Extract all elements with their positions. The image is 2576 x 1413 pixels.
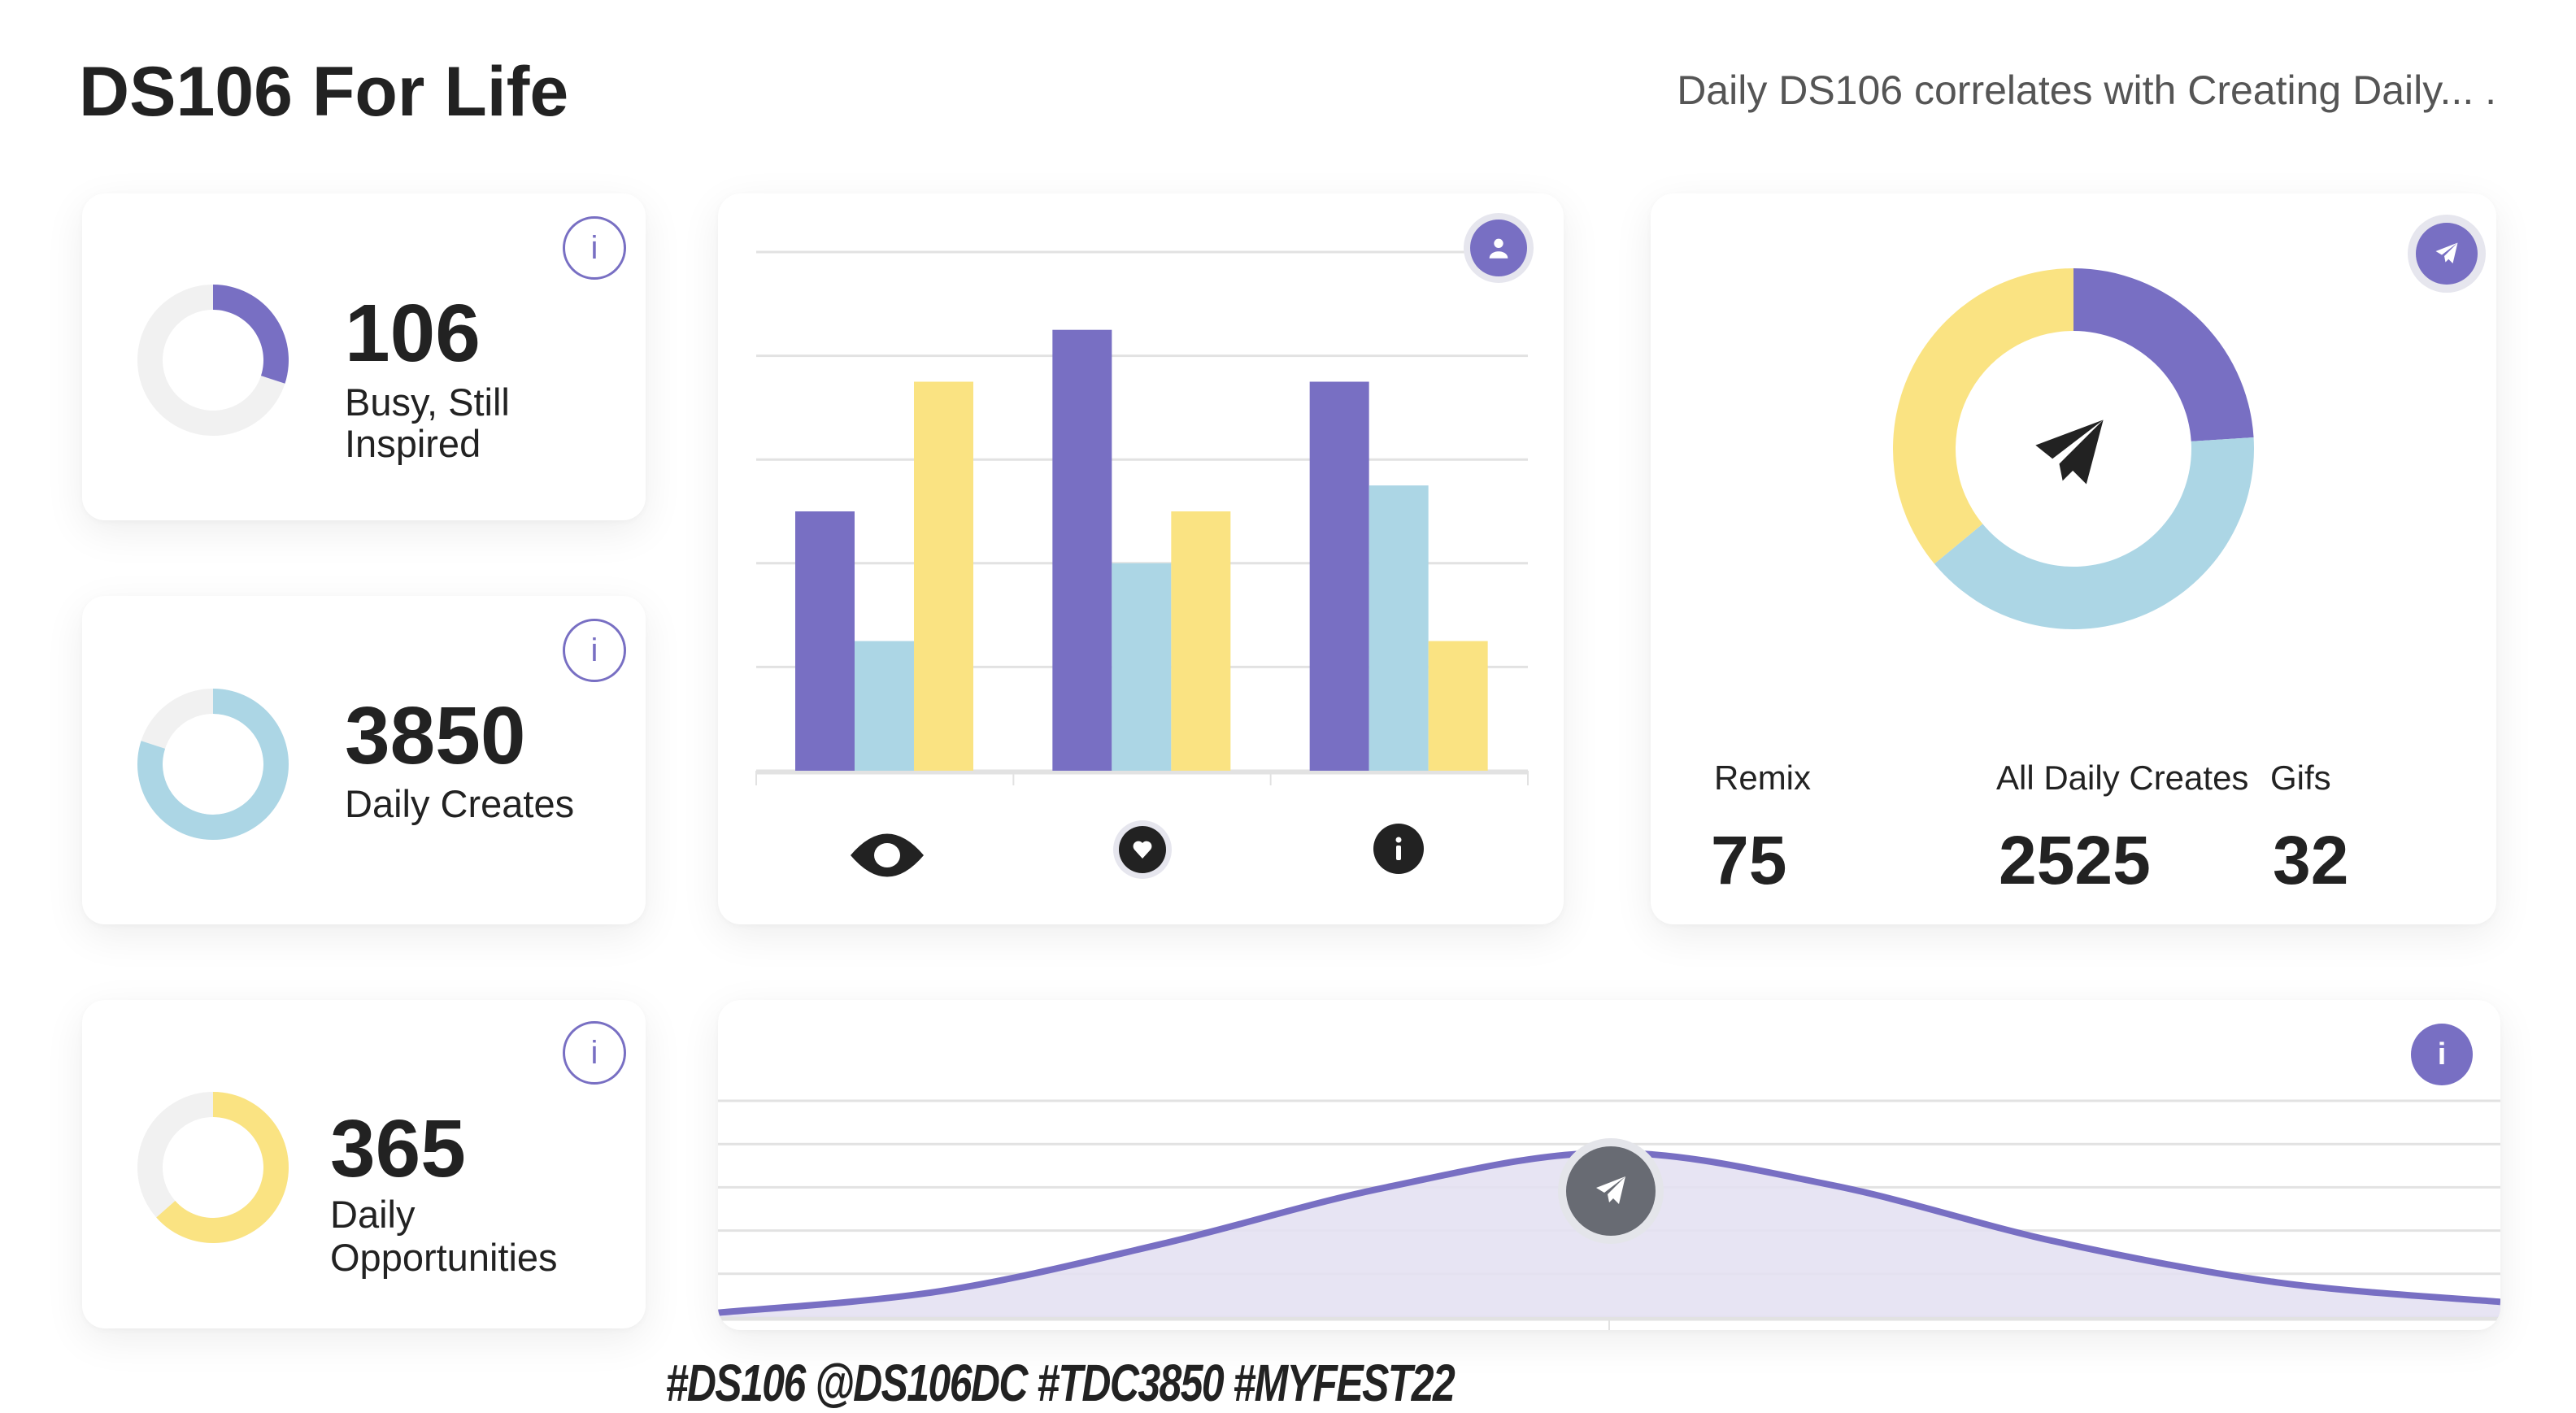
hashtags: #DS106 @DS106DC #TDC3850 #MYFEST22 bbox=[665, 1354, 1456, 1412]
bar-blue bbox=[855, 641, 914, 771]
stat-value: 3850 bbox=[345, 690, 526, 781]
stat-value: 32 bbox=[2273, 822, 2349, 898]
donut-progress bbox=[156, 1092, 289, 1243]
donut-slice-yellow bbox=[1893, 268, 2073, 564]
stat-label: All Daily Creates bbox=[1996, 759, 2249, 797]
paper-plane-icon bbox=[1566, 1146, 1656, 1236]
paper-plane-icon bbox=[2029, 413, 2110, 498]
peak-marker[interactable] bbox=[1558, 1138, 1664, 1244]
stat-label: Daily bbox=[330, 1193, 416, 1236]
info-icon[interactable]: i bbox=[563, 619, 626, 682]
donut-progress bbox=[213, 285, 289, 384]
bar-chart bbox=[755, 250, 1529, 785]
bar-purple bbox=[1052, 329, 1112, 771]
bar-yellow bbox=[1428, 641, 1488, 771]
bar-blue bbox=[1112, 563, 1172, 771]
bar-chart-card bbox=[718, 193, 1564, 924]
user-icon bbox=[1470, 220, 1527, 276]
summary-donut bbox=[1893, 268, 2254, 629]
bar-purple bbox=[1309, 381, 1369, 771]
heart-icon[interactable] bbox=[1113, 820, 1172, 883]
stat-label: Daily Creates bbox=[345, 782, 575, 825]
bar-yellow bbox=[1171, 511, 1231, 771]
stat-card-daily-creates: 3850 Daily Creates i bbox=[82, 596, 646, 924]
stat-label: Busy, Still bbox=[345, 380, 510, 424]
info-icon[interactable] bbox=[1373, 823, 1425, 879]
stat-label: Remix bbox=[1714, 759, 1812, 797]
summary-card: Remix 75 All Daily Creates 2525 Gifs 32 bbox=[1651, 193, 2496, 924]
stat-label: Opportunities bbox=[330, 1236, 558, 1279]
info-icon[interactable]: i bbox=[563, 216, 626, 280]
user-button[interactable] bbox=[1464, 213, 1534, 283]
paper-plane-icon bbox=[2416, 223, 2478, 285]
progress-donut bbox=[137, 285, 289, 436]
progress-donut bbox=[137, 689, 289, 840]
area-chart-card: i bbox=[718, 1000, 2500, 1330]
stat-value: 2525 bbox=[1999, 822, 2151, 898]
stat-card-busy: 106 Busy, Still Inspired i bbox=[82, 193, 646, 520]
stat-value: 106 bbox=[345, 288, 481, 379]
stat-label: Inspired bbox=[345, 422, 481, 465]
stat-value: 365 bbox=[330, 1103, 466, 1194]
page-subtitle: Daily DS106 correlates with Creating Dai… bbox=[1677, 67, 2496, 113]
info-icon[interactable]: i bbox=[563, 1021, 626, 1085]
bar-yellow bbox=[914, 381, 973, 771]
info-icon[interactable]: i bbox=[2411, 1024, 2473, 1085]
progress-donut bbox=[137, 1092, 289, 1243]
stat-label: Gifs bbox=[2270, 759, 2331, 797]
stat-card-opportunities: 365 Daily Opportunities i bbox=[82, 1000, 646, 1328]
stat-value: 75 bbox=[1711, 822, 1787, 898]
donut-slice-purple bbox=[2073, 268, 2254, 441]
bar-purple bbox=[795, 511, 855, 771]
donut-progress bbox=[137, 689, 289, 840]
bar-blue bbox=[1368, 485, 1429, 771]
donut-slice-blue bbox=[1934, 437, 2254, 629]
page-title: DS106 For Life bbox=[79, 53, 569, 131]
send-button[interactable] bbox=[2408, 215, 2486, 293]
eye-icon[interactable] bbox=[849, 828, 925, 886]
